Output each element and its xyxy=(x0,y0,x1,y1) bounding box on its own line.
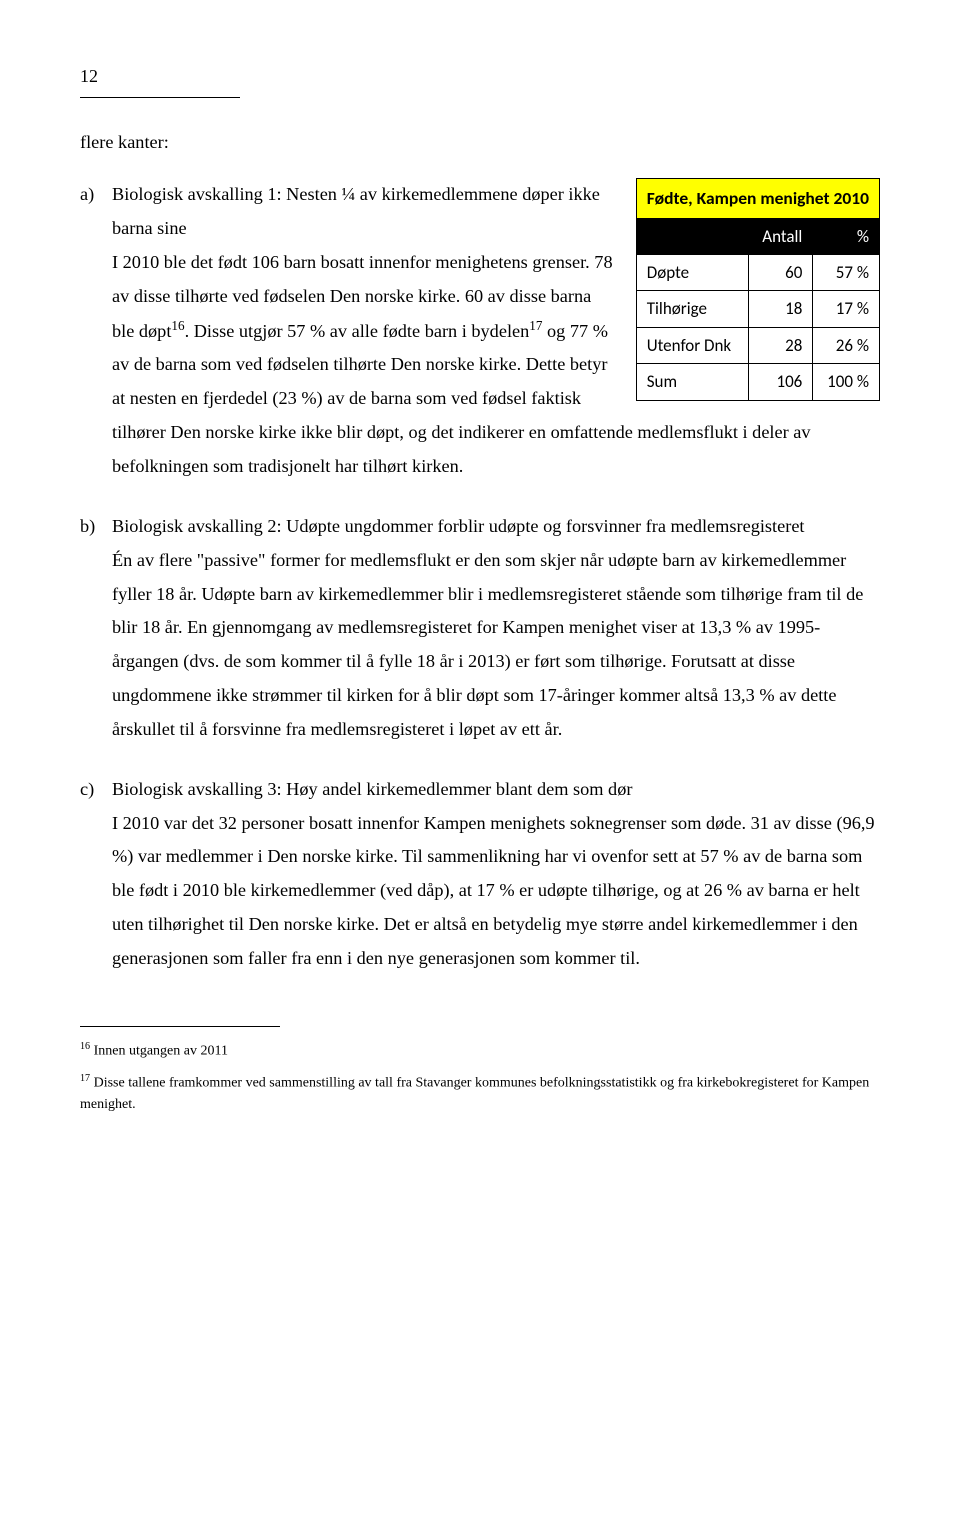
footnote-16: 16 Innen utgangen av 2011 xyxy=(80,1039,880,1062)
table-cell: Døpte xyxy=(636,254,748,290)
list-marker-b: b) xyxy=(80,510,112,747)
item-c-body: I 2010 var det 32 personer bosatt innenf… xyxy=(112,807,880,976)
footnote-text: Innen utgangen av 2011 xyxy=(90,1043,228,1058)
table-cell: 17 % xyxy=(813,291,880,327)
footnote-ref: 16 xyxy=(171,318,184,333)
footnote-text: Disse tallene framkommer ved sammenstill… xyxy=(80,1076,869,1112)
table-cell: 57 % xyxy=(813,254,880,290)
list-marker-a: a) xyxy=(80,178,112,484)
table-cell: Sum xyxy=(636,364,748,400)
table-cell: Utenfor Dnk xyxy=(636,327,748,363)
table-cell: 60 xyxy=(748,254,813,290)
table-row: Sum 106 100 % xyxy=(636,364,879,400)
list-marker-c: c) xyxy=(80,773,112,976)
list-body-a: Fødte, Kampen menighet 2010 Antall % Døp… xyxy=(112,178,880,484)
table-cell: 18 xyxy=(748,291,813,327)
table-title: Fødte, Kampen menighet 2010 xyxy=(636,179,879,218)
table-header-cell: % xyxy=(813,218,880,254)
table-header-cell xyxy=(636,218,748,254)
document-page: 12 flere kanter: a) Fødte, Kampen menigh… xyxy=(0,0,960,1205)
list-body-b: Biologisk avskalling 2: Udøpte ungdommer… xyxy=(112,510,880,747)
table-title-row: Fødte, Kampen menighet 2010 xyxy=(636,179,879,218)
page-number: 12 xyxy=(80,60,880,93)
item-c-headline: Biologisk avskalling 3: Høy andel kirkem… xyxy=(112,773,880,807)
table-cell: 26 % xyxy=(813,327,880,363)
table-header-cell: Antall xyxy=(748,218,813,254)
list-item-b: b) Biologisk avskalling 2: Udøpte ungdom… xyxy=(80,510,880,747)
footnote-number: 17 xyxy=(80,1073,90,1084)
list-body-c: Biologisk avskalling 3: Høy andel kirkem… xyxy=(112,773,880,976)
table-cell: 100 % xyxy=(813,364,880,400)
intro-text: flere kanter: xyxy=(80,126,880,160)
data-table: Fødte, Kampen menighet 2010 Antall % Døp… xyxy=(636,178,880,401)
footnote-17: 17 Disse tallene framkommer ved sammenst… xyxy=(80,1071,880,1115)
table-row: Døpte 60 57 % xyxy=(636,254,879,290)
table-cell: 106 xyxy=(748,364,813,400)
table-header-row: Antall % xyxy=(636,218,879,254)
list-item-a: a) Fødte, Kampen menighet 2010 Antall % … xyxy=(80,178,880,484)
table-row: Utenfor Dnk 28 26 % xyxy=(636,327,879,363)
table-cell: Tilhørige xyxy=(636,291,748,327)
body-text: . Disse utgjør 57 % av alle fødte barn i… xyxy=(185,321,530,341)
list-item-c: c) Biologisk avskalling 3: Høy andel kir… xyxy=(80,773,880,976)
table-row: Tilhørige 18 17 % xyxy=(636,291,879,327)
header-rule xyxy=(80,97,240,98)
footnote-number: 16 xyxy=(80,1041,90,1052)
table-cell: 28 xyxy=(748,327,813,363)
footnote-ref: 17 xyxy=(529,318,542,333)
footnote-separator xyxy=(80,1026,280,1027)
item-b-body: Én av flere "passive" former for medlems… xyxy=(112,544,880,747)
item-b-headline: Biologisk avskalling 2: Udøpte ungdommer… xyxy=(112,510,880,544)
